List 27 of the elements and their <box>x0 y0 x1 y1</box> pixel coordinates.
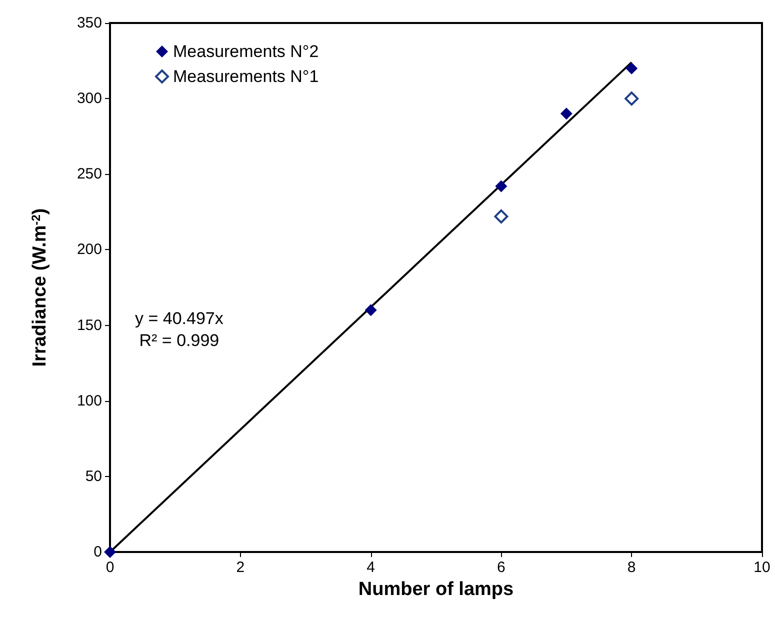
y-tick-label: 150 <box>76 316 102 334</box>
x-tick-label: 0 <box>106 559 114 576</box>
legend-label: Measurements N°1 <box>173 67 319 86</box>
x-tick-label: 4 <box>366 559 375 576</box>
annotation: R² = 0.999 <box>139 331 220 350</box>
point <box>364 304 377 316</box>
y-axis-title: Irradiance (W.m-2) <box>29 208 50 367</box>
y-tick-label: 0 <box>94 544 102 560</box>
point <box>495 180 508 192</box>
legend-label: Measurements N°2 <box>173 42 319 61</box>
y-tick-label: 350 <box>76 14 102 32</box>
annotation: y = 40.497x <box>135 309 224 328</box>
y-tick-label: 300 <box>76 90 102 108</box>
y-tick-label: 100 <box>76 392 102 410</box>
x-tick-label: 6 <box>497 559 506 576</box>
point <box>624 92 639 106</box>
x-axis-title: Number of lamps <box>358 579 514 600</box>
point <box>104 546 116 558</box>
x-tick-label: 8 <box>627 559 636 576</box>
y-tick-label: 250 <box>76 166 102 183</box>
y-tick-label: 50 <box>85 468 102 485</box>
x-tick-label: 2 <box>236 559 245 576</box>
point <box>560 108 572 120</box>
y-tick-label: 200 <box>76 241 102 258</box>
point <box>626 62 638 74</box>
point <box>494 209 508 224</box>
x-tick-label: 10 <box>754 559 770 576</box>
